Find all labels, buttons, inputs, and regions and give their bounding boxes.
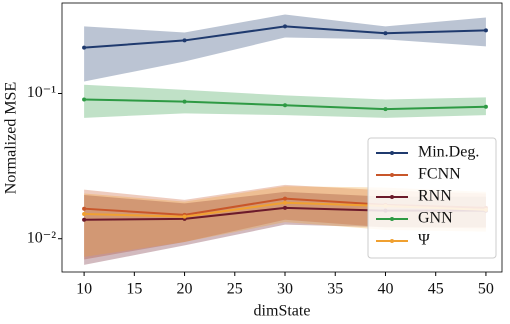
- legend-marker: [390, 239, 394, 243]
- legend-marker: [390, 195, 394, 199]
- x-tick-label: 25: [227, 281, 243, 298]
- point: [483, 28, 488, 33]
- legend-label: Min.Deg.: [418, 144, 479, 161]
- legend-label: FCNN: [418, 166, 461, 183]
- x-axis-label: dimState: [254, 303, 311, 320]
- y-tick-label: 10⁻²: [27, 229, 56, 246]
- point: [383, 31, 388, 36]
- point: [82, 211, 87, 216]
- point: [182, 38, 187, 43]
- x-tick-label: 10: [76, 281, 92, 298]
- point: [283, 196, 288, 201]
- legend-marker: [390, 217, 394, 221]
- x-tick-label: 15: [126, 281, 142, 298]
- point: [283, 24, 288, 29]
- point: [182, 214, 187, 219]
- x-tick-label: 45: [428, 281, 444, 298]
- legend-label: GNN: [418, 210, 453, 227]
- x-tick-label: 40: [377, 281, 393, 298]
- point: [82, 206, 87, 211]
- point: [283, 103, 288, 108]
- legend-marker: [390, 173, 394, 177]
- legend-label: Ψ: [418, 232, 430, 249]
- point: [82, 217, 87, 222]
- point: [82, 97, 87, 102]
- point: [82, 45, 87, 50]
- legend-label: RNN: [418, 188, 452, 205]
- error-band: [84, 14, 486, 82]
- x-tick-label: 30: [277, 281, 293, 298]
- point: [182, 99, 187, 104]
- y-tick-label: 10⁻¹: [27, 84, 56, 101]
- point: [283, 200, 288, 205]
- y-axis-label: Normalized MSE: [3, 82, 20, 194]
- point: [283, 205, 288, 210]
- point: [383, 107, 388, 112]
- x-tick-label: 50: [478, 281, 494, 298]
- legend-marker: [390, 151, 394, 155]
- point: [483, 104, 488, 109]
- x-tick-label: 20: [177, 281, 193, 298]
- plot-frame: [61, 2, 503, 273]
- legend-box: [367, 137, 497, 259]
- x-tick-label: 35: [327, 281, 343, 298]
